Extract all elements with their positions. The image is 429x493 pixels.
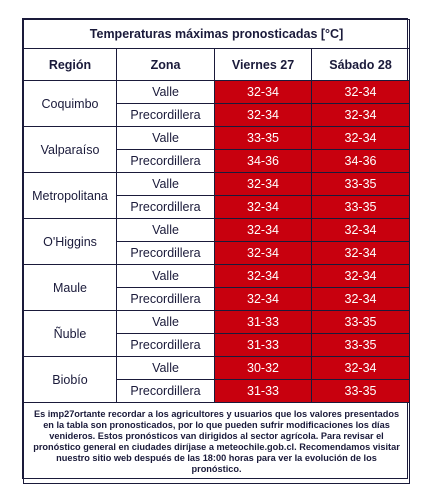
zone-name: Precordillera	[116, 287, 215, 311]
temp-range-day2: 32-34	[310, 103, 411, 127]
temp-range-day1: 32-34	[214, 241, 312, 265]
region-name: Metropolitana	[23, 172, 117, 219]
header-zone: Zona	[116, 48, 215, 81]
temp-range-day1: 31-33	[214, 379, 312, 403]
zone-name: Precordillera	[116, 149, 215, 173]
table-row: Coquimbo Valle 32-34 32-34	[23, 80, 411, 127]
temp-range-day1: 32-34	[214, 287, 312, 311]
zone-name: Valle	[116, 218, 215, 242]
table-row: O'Higgins Valle 32-34 32-34	[23, 218, 411, 265]
temp-range-day2: 33-35	[310, 310, 411, 334]
temp-range-day1: 32-34	[214, 80, 312, 104]
table-row: Biobío Valle 30-32 32-34	[23, 356, 411, 403]
temp-range-day2: 34-36	[310, 149, 411, 173]
table-row: Precordillera 32-34 32-34	[24, 103, 411, 127]
table-row: Precordillera 34-36 34-36	[24, 149, 411, 173]
table-row: Maule Valle 32-34 32-34	[23, 264, 411, 311]
table-row: Ñuble Valle 31-33 33-35	[23, 310, 411, 357]
temp-range-day1: 32-34	[214, 218, 312, 242]
zone-name: Precordillera	[116, 195, 215, 219]
zone-name: Valle	[116, 264, 215, 288]
temp-range-day2: 32-34	[310, 126, 411, 150]
region-name: Coquimbo	[23, 80, 117, 127]
table-row: Valparaíso Valle 33-35 32-34	[23, 126, 411, 173]
temp-range-day1: 33-35	[214, 126, 312, 150]
region-name: Maule	[23, 264, 117, 311]
temp-range-day1: 32-34	[214, 264, 312, 288]
zone-name: Precordillera	[116, 241, 215, 265]
region-name: Ñuble	[23, 310, 117, 357]
temp-range-day2: 32-34	[310, 264, 411, 288]
forecast-panel: Temperaturas máximas pronosticadas [°C] …	[22, 18, 411, 484]
region-name: O'Higgins	[23, 218, 117, 265]
temp-range-day1: 32-34	[214, 195, 312, 219]
disclaimer-note: Es imp27ortante recordar a los agriculto…	[22, 402, 411, 484]
table-row: Precordillera 32-34 32-34	[24, 241, 411, 265]
temp-range-day2: 33-35	[310, 379, 411, 403]
table-row: Precordillera 32-34 33-35	[24, 195, 411, 219]
forecast-table: Temperaturas máximas pronosticadas [°C] …	[22, 19, 411, 484]
zone-name: Valle	[116, 80, 215, 104]
temp-range-day2: 33-35	[310, 333, 411, 357]
zone-name: Valle	[116, 126, 215, 150]
temp-range-day1: 30-32	[214, 356, 312, 380]
header-day1: Viernes 27	[214, 48, 312, 81]
temp-range-day1: 31-33	[214, 333, 312, 357]
zone-name: Precordillera	[116, 103, 215, 127]
table-title: Temperaturas máximas pronosticadas [°C]	[22, 19, 411, 49]
zone-name: Valle	[116, 172, 215, 196]
table-row: Precordillera 32-34 32-34	[24, 287, 411, 311]
zone-name: Precordillera	[116, 379, 215, 403]
temp-range-day1: 32-34	[214, 103, 312, 127]
region-name: Valparaíso	[23, 126, 117, 173]
table-row: Precordillera 31-33 33-35	[24, 379, 411, 403]
temp-range-day2: 32-34	[310, 80, 411, 104]
temp-range-day2: 33-35	[310, 195, 411, 219]
header-region: Región	[23, 48, 117, 81]
temp-range-day1: 31-33	[214, 310, 312, 334]
zone-name: Valle	[116, 356, 215, 380]
temp-range-day1: 32-34	[214, 172, 312, 196]
region-name: Biobío	[23, 356, 117, 403]
temp-range-day2: 32-34	[310, 356, 411, 380]
zone-name: Precordillera	[116, 333, 215, 357]
temp-range-day2: 32-34	[310, 218, 411, 242]
temp-range-day2: 32-34	[310, 287, 411, 311]
temp-range-day2: 32-34	[310, 241, 411, 265]
temp-range-day1: 34-36	[214, 149, 312, 173]
header-day2: Sábado 28	[310, 48, 411, 81]
table-row: Precordillera 31-33 33-35	[24, 333, 411, 357]
temp-range-day2: 33-35	[310, 172, 411, 196]
zone-name: Valle	[116, 310, 215, 334]
table-row: Metropolitana Valle 32-34 33-35	[23, 172, 411, 219]
